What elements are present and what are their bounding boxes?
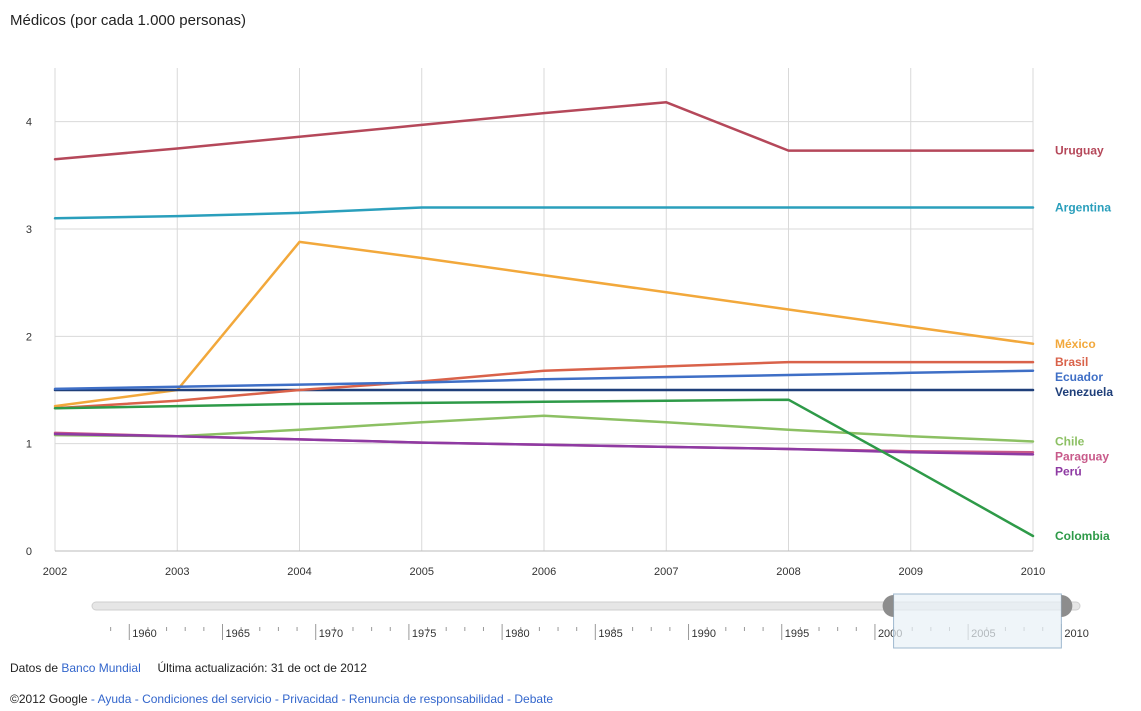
x-tick-label: 2009 xyxy=(899,566,923,578)
series-label: Argentina xyxy=(1055,201,1111,215)
series-labels: Uruguay Argentina México BrasilEcuadorVenez… xyxy=(1055,144,1113,543)
x-tick-label: 2003 xyxy=(165,566,189,578)
timeline-tick-label: 2010 xyxy=(1064,628,1088,640)
x-tick-label: 2008 xyxy=(776,566,800,578)
x-axis: 2002 2003 2004 2005 2006 2007 2008 2009 2010 xyxy=(43,566,1045,578)
grid-layer xyxy=(54,68,1034,551)
terms-link[interactable]: Condiciones del servicio xyxy=(142,692,272,706)
timeline-tick-label: 1960 xyxy=(132,628,156,640)
timeline-right-handle[interactable] xyxy=(1061,595,1073,617)
series-label: Venezuela xyxy=(1055,385,1113,399)
series-label: Perú xyxy=(1055,465,1082,479)
series-line xyxy=(53,432,1035,456)
x-tick-label: 2007 xyxy=(654,566,678,578)
series-line xyxy=(53,101,1035,161)
series-label: Colombia xyxy=(1055,529,1110,543)
series-line xyxy=(53,414,1035,443)
timeline-track[interactable] xyxy=(91,601,1081,611)
timeline-tick-label: 1975 xyxy=(412,628,436,640)
series-label: Ecuador xyxy=(1055,370,1103,384)
source-link[interactable]: Banco Mundial xyxy=(61,661,141,675)
x-tick-label: 2006 xyxy=(532,566,556,578)
x-tick-label: 2004 xyxy=(287,566,311,578)
timeline-tick-label: 1970 xyxy=(319,628,343,640)
privacy-link[interactable]: Privacidad xyxy=(282,692,339,706)
x-tick-label: 2002 xyxy=(43,566,67,578)
copyright: ©2012 Google xyxy=(10,692,88,706)
timeline-tick-label: 1980 xyxy=(505,628,529,640)
series-label: México xyxy=(1055,337,1096,351)
timeline-tick-label: 1985 xyxy=(598,628,622,640)
footer-links: ©2012 Google - Ayuda - Condiciones del s… xyxy=(10,692,554,706)
series-line xyxy=(53,360,1035,410)
series-line xyxy=(53,369,1035,391)
timeline-left-handle[interactable] xyxy=(882,595,894,617)
y-tick-label: 2 xyxy=(26,331,32,343)
x-tick-label: 2010 xyxy=(1021,566,1045,578)
timeline-slider[interactable]: 1960196519701975198019851990199520002005… xyxy=(91,593,1089,649)
y-tick-label: 3 xyxy=(26,224,32,236)
timeline-tick-label: 1995 xyxy=(785,628,809,640)
series-label: Paraguay xyxy=(1055,450,1109,464)
chart-title: Médicos (por cada 1.000 personas) xyxy=(10,12,246,29)
series-line xyxy=(53,240,1035,408)
discuss-link[interactable]: Debate xyxy=(514,692,554,706)
series-label: Brasil xyxy=(1055,355,1088,369)
series-line xyxy=(53,206,1035,220)
x-tick-label: 2005 xyxy=(410,566,434,578)
series-line xyxy=(53,398,1035,538)
footer-source: Datos de Banco Mundial Última actualizac… xyxy=(10,661,367,675)
last-updated: Última actualización: 31 de oct de 2012 xyxy=(157,661,367,675)
help-link[interactable]: Ayuda xyxy=(97,692,132,706)
y-tick-label: 4 xyxy=(26,117,32,129)
source-prefix: Datos de xyxy=(10,661,59,675)
timeline-tick-label: 1990 xyxy=(692,628,716,640)
series-label: Chile xyxy=(1055,435,1085,449)
timeline-selection[interactable] xyxy=(893,593,1062,649)
y-tick-label: 1 xyxy=(26,439,32,451)
series-layer xyxy=(53,101,1035,552)
timeline-tick-label: 1965 xyxy=(225,628,249,640)
disclaimer-link[interactable]: Renuncia de responsabilidad xyxy=(348,692,504,706)
y-axis: 0 1 2 3 4 xyxy=(26,117,32,558)
y-tick-label: 0 xyxy=(26,546,32,558)
series-label: Uruguay xyxy=(1055,144,1104,158)
